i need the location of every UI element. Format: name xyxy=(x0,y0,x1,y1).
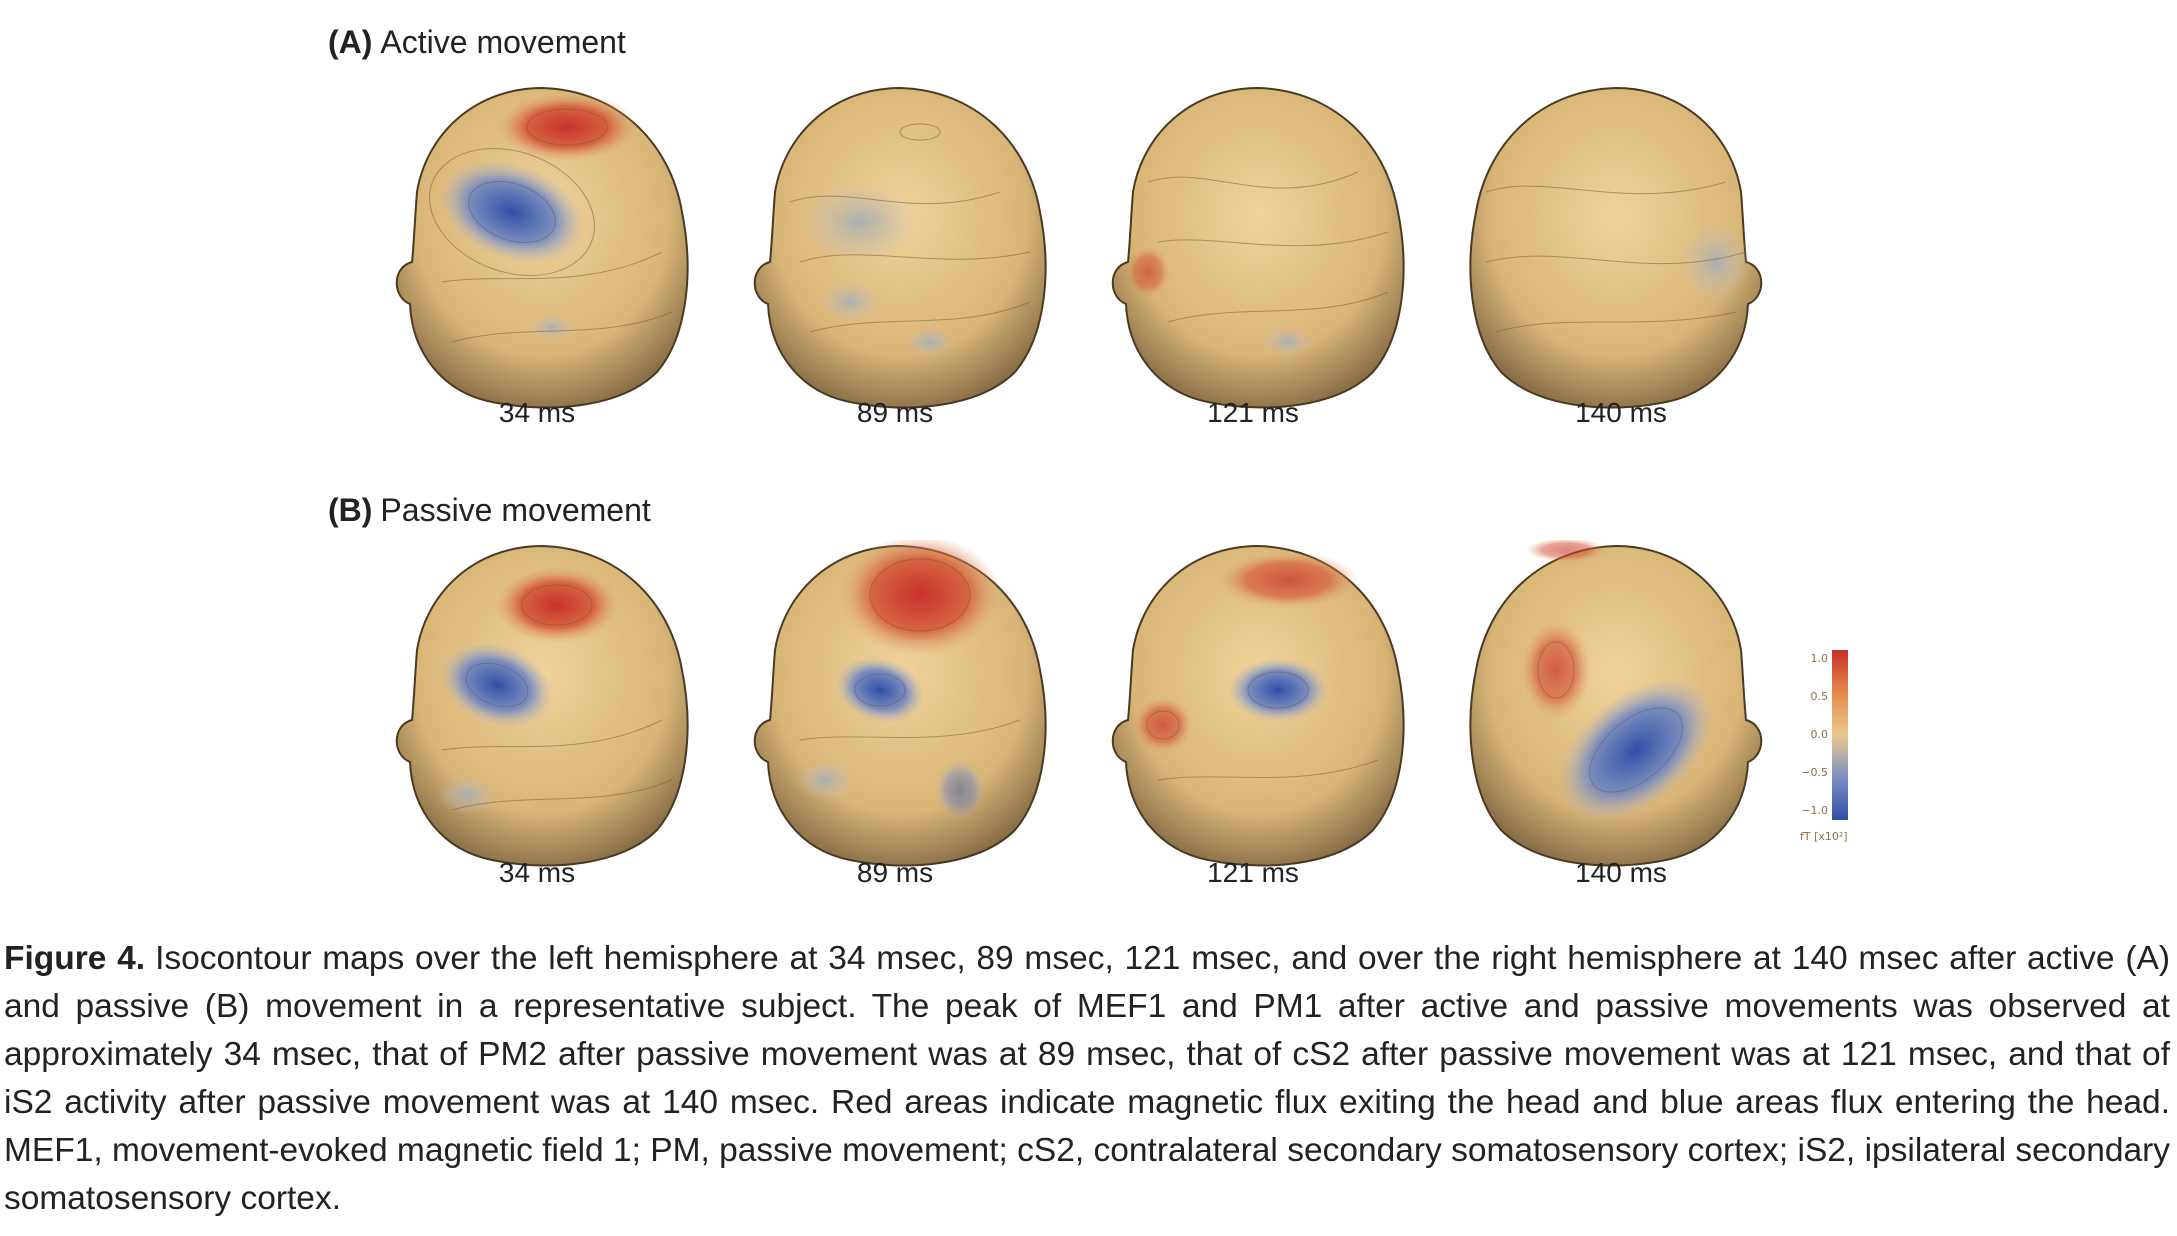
color-scale-tick-0-5: 0.5 xyxy=(1811,690,1829,703)
figure-caption: Figure 4. Isocontour maps over the left h… xyxy=(4,935,2170,1223)
caption-text: Isocontour maps over the left hemisphere… xyxy=(4,940,2170,1217)
time-label-a-121: 121 ms xyxy=(1207,397,1299,428)
head-map-a-34ms xyxy=(382,82,692,422)
color-scale-bar: 1.0 0.5 0.0 −0.5 −1.0 fT [x10²] xyxy=(1796,650,1876,850)
figure-label: Figure 4. xyxy=(4,940,146,977)
head-map-b-140ms xyxy=(1466,540,1776,880)
head-map-a-140ms xyxy=(1466,82,1776,422)
panel-a-title: (A) Active movement xyxy=(328,24,626,61)
time-label-b-140: 140 ms xyxy=(1575,857,1667,888)
color-scale-tick-0: 0.0 xyxy=(1811,728,1829,741)
head-map-b-89ms xyxy=(740,540,1050,880)
head-map-b-34ms xyxy=(382,540,692,880)
time-label-a-140: 140 ms xyxy=(1575,397,1667,428)
color-scale-tick-neg-1: −1.0 xyxy=(1801,804,1828,817)
panel-b-heading: Passive movement xyxy=(380,492,651,528)
color-scale-unit: fT [x10²] xyxy=(1800,830,1848,843)
time-label-a-89: 89 ms xyxy=(856,397,934,428)
panel-b-title: (B) Passive movement xyxy=(328,492,651,529)
color-scale-gradient xyxy=(1832,650,1848,820)
head-map-a-89ms xyxy=(740,82,1050,422)
color-scale-tick-neg-0-5: −0.5 xyxy=(1801,766,1828,779)
head-map-a-121ms xyxy=(1098,82,1408,422)
color-scale-tick-1: 1.0 xyxy=(1811,652,1829,665)
panel-a-label: (A) xyxy=(328,24,373,60)
time-label-b-121: 121 ms xyxy=(1207,857,1299,888)
head-map-b-121ms xyxy=(1098,540,1408,880)
time-label-a-34: 34 ms xyxy=(498,397,576,428)
panel-a-heading: Active movement xyxy=(380,24,626,60)
time-label-b-34: 34 ms xyxy=(498,857,576,888)
time-label-b-89: 89 ms xyxy=(856,857,934,888)
panel-b-label: (B) xyxy=(328,492,373,528)
